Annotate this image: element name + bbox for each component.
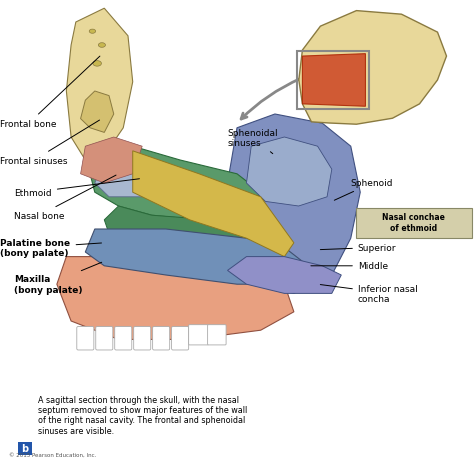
FancyBboxPatch shape: [77, 327, 94, 350]
FancyBboxPatch shape: [18, 442, 32, 455]
FancyBboxPatch shape: [96, 327, 113, 350]
Text: Superior: Superior: [320, 243, 396, 252]
Text: Palatine bone
(bony palate): Palatine bone (bony palate): [0, 238, 101, 257]
Text: Maxilla
(bony palate): Maxilla (bony palate): [14, 263, 102, 294]
Text: b: b: [21, 443, 29, 453]
Text: Nasal conchae
of ethmoid: Nasal conchae of ethmoid: [382, 213, 445, 232]
Polygon shape: [90, 147, 261, 220]
Ellipse shape: [93, 62, 101, 67]
Polygon shape: [104, 207, 261, 257]
Text: Sphenoid: Sphenoid: [334, 179, 393, 201]
Text: © 2015 Pearson Education, Inc.: © 2015 Pearson Education, Inc.: [9, 452, 97, 457]
Polygon shape: [57, 257, 294, 340]
Polygon shape: [228, 257, 341, 294]
FancyBboxPatch shape: [134, 327, 151, 350]
FancyBboxPatch shape: [189, 325, 209, 345]
Polygon shape: [81, 92, 114, 133]
FancyBboxPatch shape: [208, 325, 226, 345]
Polygon shape: [302, 55, 365, 107]
FancyBboxPatch shape: [172, 327, 189, 350]
Polygon shape: [66, 9, 133, 161]
Polygon shape: [85, 230, 308, 285]
Text: A sagittal section through the skull, with the nasal
septum removed to show majo: A sagittal section through the skull, wi…: [38, 395, 247, 435]
Bar: [297, 52, 369, 109]
Polygon shape: [228, 115, 360, 294]
Polygon shape: [81, 138, 142, 184]
FancyBboxPatch shape: [153, 327, 170, 350]
Text: Frontal bone: Frontal bone: [0, 57, 100, 129]
Polygon shape: [95, 151, 161, 197]
Polygon shape: [299, 11, 447, 125]
Ellipse shape: [89, 30, 96, 34]
Text: Nasal bone: Nasal bone: [14, 176, 116, 220]
Polygon shape: [133, 151, 294, 257]
Polygon shape: [246, 138, 332, 207]
Text: Sphenoidal
sinuses: Sphenoidal sinuses: [228, 129, 278, 154]
Text: Frontal sinuses: Frontal sinuses: [0, 121, 100, 165]
Text: Ethmoid: Ethmoid: [14, 179, 139, 197]
Text: Inferior nasal
concha: Inferior nasal concha: [320, 284, 418, 303]
FancyBboxPatch shape: [115, 327, 132, 350]
Ellipse shape: [98, 44, 105, 48]
Text: Middle: Middle: [311, 262, 388, 271]
FancyBboxPatch shape: [356, 209, 472, 239]
